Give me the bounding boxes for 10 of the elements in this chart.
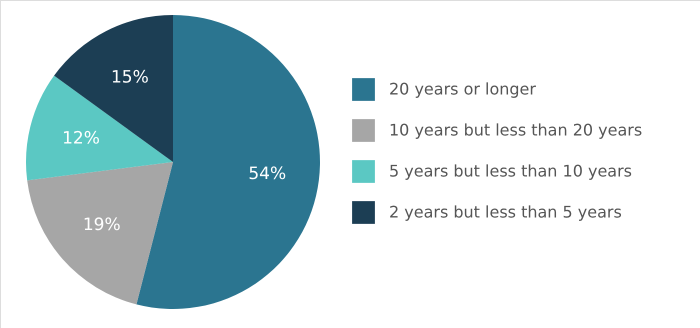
data-label: 19% bbox=[82, 214, 121, 235]
legend-label: 10 years but less than 20 years bbox=[389, 120, 642, 140]
data-label: 54% bbox=[248, 164, 286, 184]
legend-label: 2 years but less than 5 years bbox=[389, 202, 622, 222]
data-label: 15% bbox=[110, 67, 149, 88]
legend-label: 5 years but less than 10 years bbox=[389, 162, 632, 180]
data-label: 12% bbox=[62, 128, 100, 148]
legend-label: 20 years or longer bbox=[389, 80, 536, 98]
pie-slice bbox=[54, 15, 173, 162]
pie-slice bbox=[27, 162, 173, 304]
